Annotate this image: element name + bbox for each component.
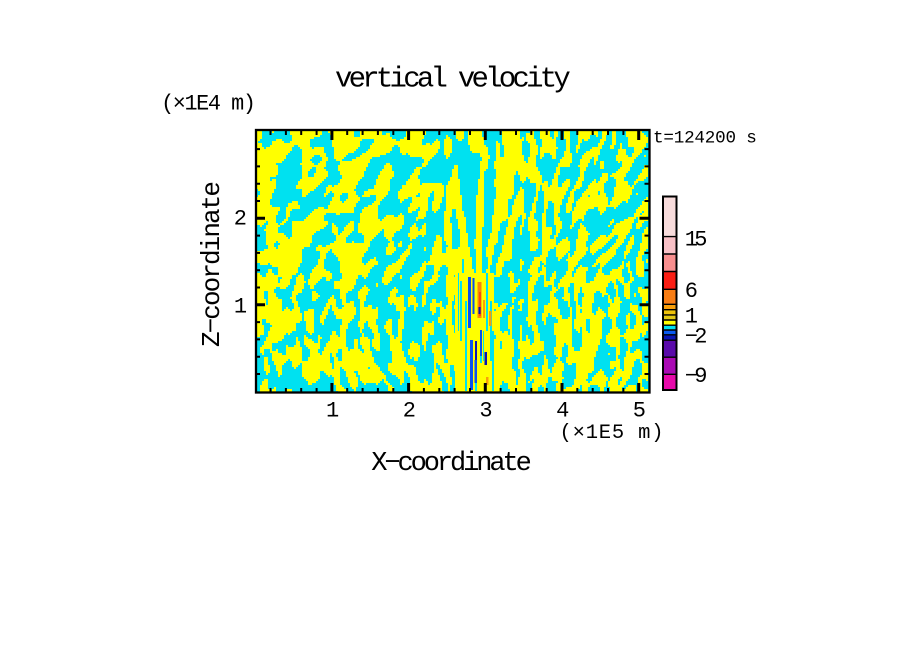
svg-text:1: 1 [326, 398, 339, 423]
svg-text:−9: −9 [685, 364, 707, 389]
svg-text:1: 1 [234, 295, 247, 320]
svg-text:−2: −2 [685, 325, 707, 350]
svg-text:vertical velocity: vertical velocity [335, 63, 570, 96]
svg-text:2: 2 [403, 398, 416, 423]
svg-text:5: 5 [633, 398, 646, 423]
svg-text:X−coordinate: X−coordinate [371, 449, 530, 479]
svg-text:6: 6 [685, 279, 698, 304]
svg-text:(×1E4 m): (×1E4 m) [161, 91, 254, 116]
svg-text:1: 1 [685, 305, 698, 330]
svg-text:3: 3 [479, 398, 492, 423]
svg-text:Z−coordinate: Z−coordinate [197, 183, 227, 347]
svg-text:15: 15 [685, 227, 707, 252]
svg-text:2: 2 [234, 207, 247, 232]
svg-text:(×1E5 m): (×1E5 m) [560, 422, 665, 445]
svg-text:4: 4 [556, 398, 569, 423]
svg-text:t=124200 s: t=124200 s [653, 129, 757, 149]
